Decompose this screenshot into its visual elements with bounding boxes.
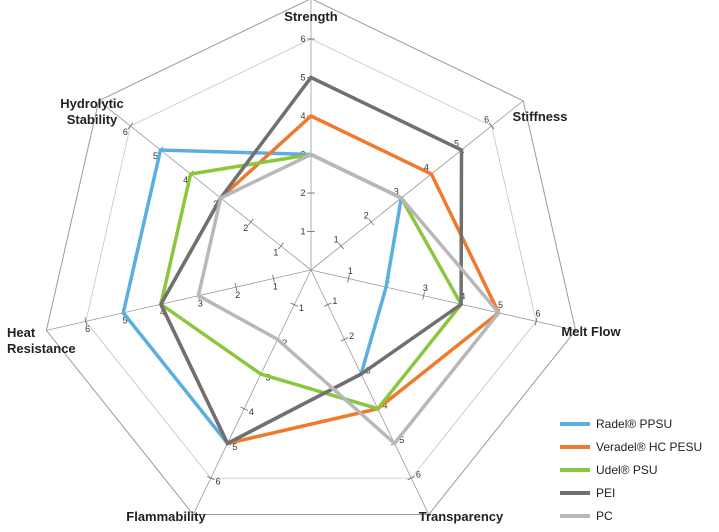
axis-label: Strength xyxy=(284,9,338,24)
tick-mark xyxy=(488,122,495,130)
tick-label: 1 xyxy=(332,296,337,306)
tick-mark xyxy=(407,476,415,481)
tick-label: 6 xyxy=(85,324,90,334)
legend-item: Udel® PSU xyxy=(560,460,718,480)
series-line xyxy=(158,75,464,446)
axis-spoke xyxy=(98,100,312,271)
legend-item: PEI xyxy=(560,483,718,503)
legend-item: PC xyxy=(560,506,718,526)
tick-mark xyxy=(207,476,215,481)
tick-mark xyxy=(323,302,332,307)
tick-mark xyxy=(234,283,238,292)
legend-swatch xyxy=(560,491,590,495)
tick-mark xyxy=(290,302,299,307)
tick-label: 6 xyxy=(416,470,421,480)
axis-label: Transparency xyxy=(419,509,504,524)
series-lines xyxy=(121,75,501,446)
tick-label: 1 xyxy=(299,303,304,313)
axis-spoke xyxy=(46,269,312,331)
grid-ring xyxy=(85,38,537,479)
outer-frame xyxy=(45,0,577,515)
tick-mark xyxy=(534,317,538,326)
tick-label: 1 xyxy=(348,266,353,276)
tick-label: 3 xyxy=(423,283,428,293)
axis-spoke xyxy=(310,269,576,331)
tick-mark xyxy=(278,242,284,250)
tick-label: 6 xyxy=(484,115,489,125)
axis-label: Heat Resistance xyxy=(7,325,76,356)
axis-labels: Strength Stiffness Melt Flow Transparency Fl… xyxy=(7,9,621,524)
tick-mark xyxy=(347,274,350,283)
axis-label: Hydrolytic Stability xyxy=(60,96,124,127)
tick-label: 5 xyxy=(498,300,503,310)
tick-label: 4 xyxy=(424,163,429,173)
tick-mark xyxy=(84,317,88,326)
tick-label: 2 xyxy=(349,331,354,341)
tick-label: 5 xyxy=(153,151,158,161)
axis-label: Flammability xyxy=(126,509,206,524)
tick-mark xyxy=(340,337,349,342)
tick-label: 3 xyxy=(394,187,399,197)
tick-label: 2 xyxy=(364,211,369,221)
tick-mark xyxy=(247,218,254,226)
legend-label: Veradel® HC PESU xyxy=(596,440,703,454)
axis-spoke xyxy=(192,269,312,515)
tick-label: 5 xyxy=(300,73,305,83)
tick-label: 6 xyxy=(535,309,540,319)
tick-label: 6 xyxy=(215,477,220,487)
tick-label: 1 xyxy=(273,281,278,291)
legend-item: Radel® PPSU xyxy=(560,414,718,434)
legend: Radel® PPSU Veradel® HC PESU Udel® PSU P… xyxy=(560,414,718,529)
tick-label: 4 xyxy=(460,292,465,302)
tick-label: 6 xyxy=(300,34,305,44)
series-line xyxy=(158,152,464,411)
legend-swatch xyxy=(560,445,590,449)
axis-spoke xyxy=(310,100,524,271)
tick-label: 1 xyxy=(334,235,339,245)
axis-label: Stiffness xyxy=(513,109,568,124)
tick-label: 6 xyxy=(123,127,128,137)
tick-label: 5 xyxy=(399,435,404,445)
axis-label: Melt Flow xyxy=(561,324,621,339)
legend-item: Veradel® HC PESU xyxy=(560,437,718,457)
tick-label: 4 xyxy=(300,111,305,121)
series-line xyxy=(196,152,501,446)
tick-label: 4 xyxy=(382,400,387,410)
legend-label: PC xyxy=(596,509,613,523)
legend-label: Udel® PSU xyxy=(596,463,658,477)
tick-label: 4 xyxy=(160,307,165,317)
tick-mark xyxy=(338,242,344,250)
legend-swatch xyxy=(560,468,590,472)
tick-mark xyxy=(422,291,425,300)
tick-label: 4 xyxy=(249,407,254,417)
tick-label: 3 xyxy=(198,299,203,309)
tick-label: 5 xyxy=(454,139,459,149)
tick-mark xyxy=(272,274,275,283)
tick-label: 2 xyxy=(300,188,305,198)
tick-label: 1 xyxy=(273,247,278,257)
legend-swatch xyxy=(560,422,590,426)
tick-label: 1 xyxy=(300,227,305,237)
tick-mark xyxy=(127,122,134,130)
tick-mark xyxy=(368,218,375,226)
tick-label: 5 xyxy=(123,316,128,326)
tick-label: 4 xyxy=(183,175,188,185)
tick-label: 2 xyxy=(243,223,248,233)
legend-swatch xyxy=(560,514,590,518)
axis-spoke xyxy=(310,269,430,515)
tick-label: 5 xyxy=(232,442,237,452)
legend-label: PEI xyxy=(596,486,616,500)
tick-label: 2 xyxy=(282,338,287,348)
tick-label: 2 xyxy=(235,290,240,300)
tick-mark xyxy=(240,406,248,411)
legend-label: Radel® PPSU xyxy=(596,417,673,431)
